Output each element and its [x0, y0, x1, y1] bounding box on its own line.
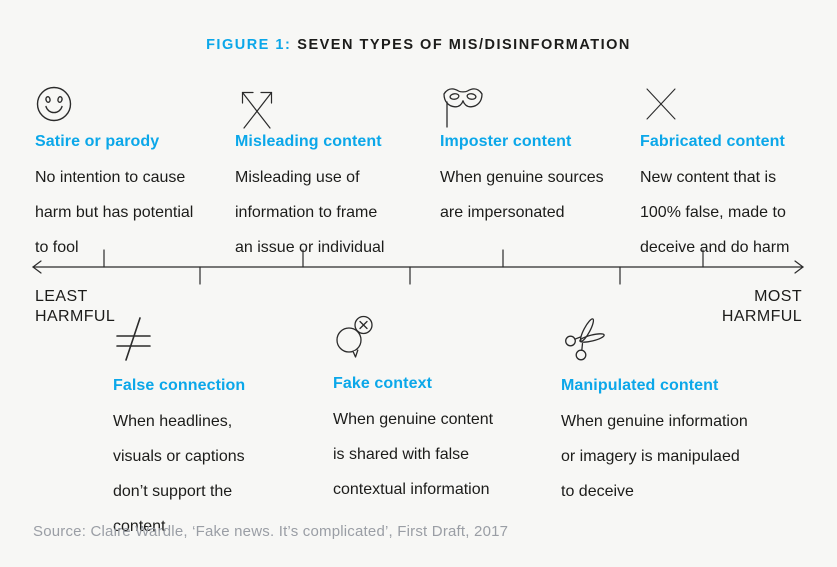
type-heading: Misleading content: [235, 133, 382, 150]
type-description: When genuine content is shared with fals…: [333, 411, 494, 498]
figure-title: FIGURE 1: SEVEN TYPES OF MIS/DISINFORMATI…: [0, 37, 837, 53]
type-description: When genuine information or imagery is m…: [561, 413, 748, 500]
type-heading: Satire or parody: [35, 133, 160, 150]
source-citation: Source: Claire Wardle, ‘Fake news. It’s …: [33, 523, 509, 540]
type-description: New content that is 100% false, made to …: [640, 169, 790, 256]
figure-title-text: SEVEN TYPES OF MIS/DISINFORMATION: [297, 37, 631, 53]
type-heading: Fabricated content: [640, 133, 785, 150]
type-fabricated-content: Fabricated content New content that is 1…: [640, 84, 825, 265]
type-heading: Fake context: [333, 375, 433, 392]
not-equal-icon: [113, 315, 313, 377]
type-description: When headlines, visuals or captions don’…: [113, 413, 245, 535]
axis-label-most-harmful: MOST HARMFUL: [721, 288, 802, 325]
type-description: Misleading use of information to frame a…: [235, 169, 385, 256]
axis-label-least-harmful: LEAST HARMFUL: [35, 288, 116, 325]
type-heading: Imposter content: [440, 133, 572, 150]
x-icon: [640, 84, 825, 133]
type-misleading-content: Misleading content Misleading use of inf…: [235, 84, 430, 265]
type-fake-context: Fake context When genuine content is sha…: [333, 313, 543, 507]
type-manipulated-content: Manipulated content When genuine informa…: [561, 315, 791, 509]
type-imposter-content: Imposter content When genuine sources ar…: [440, 84, 635, 230]
harm-spectrum-axis: [32, 249, 804, 285]
figure-label: FIGURE 1:: [206, 37, 292, 53]
type-false-connection: False connection When headlines, visuals…: [113, 315, 313, 544]
mask-icon: [440, 84, 635, 133]
crossed-arrows-icon: [235, 84, 430, 133]
type-heading: False connection: [113, 377, 246, 394]
type-satire-or-parody: Satire or parody No intention to cause h…: [35, 84, 225, 265]
type-description: When genuine sources are impersonated: [440, 169, 604, 221]
type-description: No intention to cause harm but has poten…: [35, 169, 194, 256]
scissors-icon: [561, 315, 791, 377]
type-heading: Manipulated content: [561, 377, 719, 394]
smiley-icon: [35, 84, 225, 133]
speech-bubble-x-icon: [333, 313, 543, 375]
